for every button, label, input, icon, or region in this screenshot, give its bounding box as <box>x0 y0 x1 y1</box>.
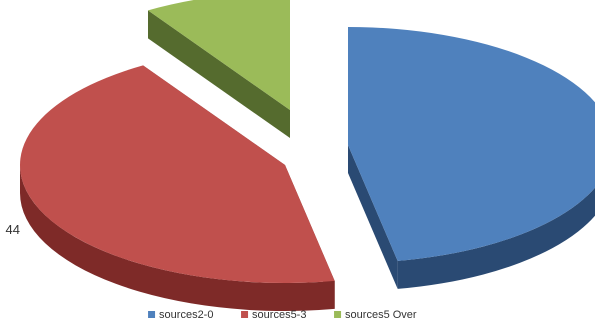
slice-cut-wall-sources5-over-0 <box>148 10 290 138</box>
legend-item-sources5-3: sources5-3 <box>241 309 306 321</box>
legend-item-sources5-over: sources5 Over <box>334 309 417 321</box>
slice-outer-wall-sources2-0 <box>397 187 595 289</box>
slice-sources5-3 <box>20 65 335 283</box>
legend-swatch-sources2-0 <box>148 311 156 318</box>
data-label-sources5-3: 44 <box>6 222 20 237</box>
legend-label-sources5-over: sources5 Over <box>345 309 417 321</box>
legend-label-sources2-0: sources2-0 <box>159 309 213 321</box>
slice-outer-wall-sources5-3 <box>20 165 335 311</box>
slice-top-layer <box>20 0 595 283</box>
slice-sources5-over <box>148 0 290 110</box>
data-label-layer: 47449 <box>6 222 20 237</box>
legend-swatch-sources5-over <box>334 311 342 318</box>
slice-sources2-0 <box>348 27 595 261</box>
legend-swatch-sources5-3 <box>241 311 249 318</box>
legend-item-sources2-0: sources2-0 <box>148 309 213 321</box>
legend: sources2-0 sources5-3 sources5 Over <box>148 309 417 321</box>
legend-label-sources5-3: sources5-3 <box>252 309 306 321</box>
slice-cut-wall-sources2-0-1 <box>348 145 398 289</box>
